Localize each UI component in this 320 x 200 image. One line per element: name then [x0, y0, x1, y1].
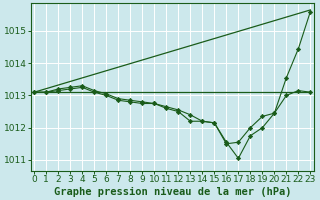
X-axis label: Graphe pression niveau de la mer (hPa): Graphe pression niveau de la mer (hPa)	[53, 186, 291, 197]
